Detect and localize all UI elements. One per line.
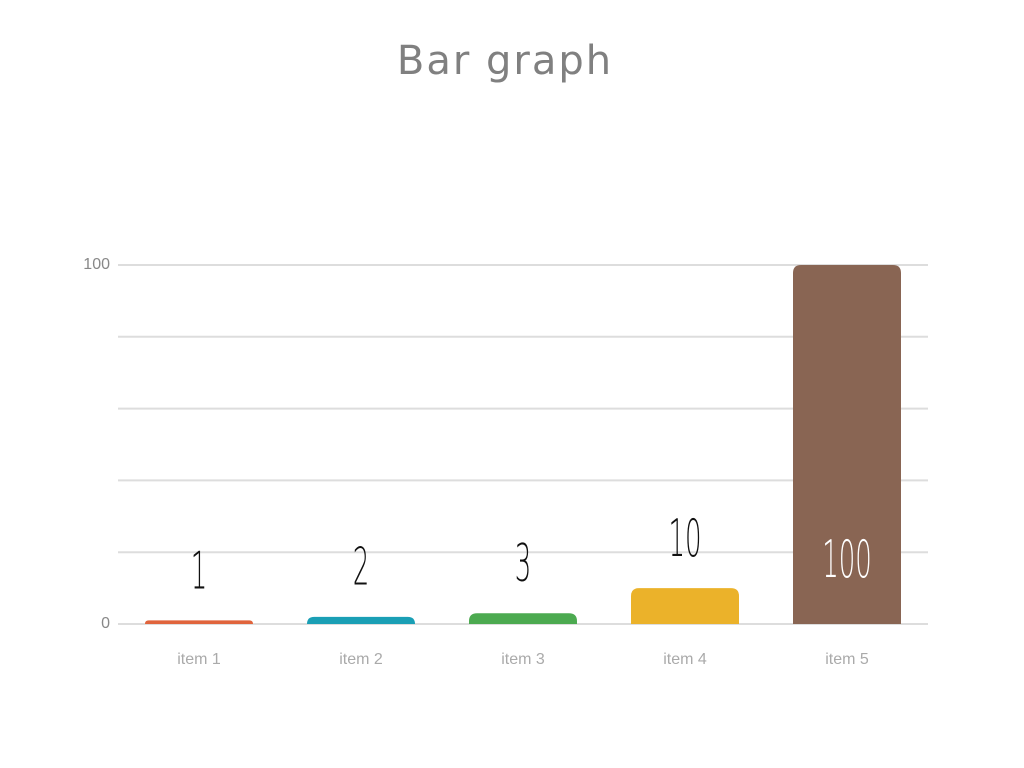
y-tick-label: 0 bbox=[101, 615, 110, 632]
x-tick-label: item 1 bbox=[177, 651, 221, 668]
chart-title: Bar graph bbox=[397, 38, 613, 84]
value-label: 1 bbox=[191, 540, 208, 601]
bar bbox=[145, 620, 253, 624]
x-tick-label: item 2 bbox=[339, 651, 383, 668]
value-label: 100 bbox=[822, 529, 872, 590]
bar bbox=[631, 588, 739, 624]
value-label: 2 bbox=[353, 537, 370, 598]
value-label: 3 bbox=[515, 533, 532, 594]
y-tick-label: 100 bbox=[83, 256, 110, 273]
x-tick-label: item 3 bbox=[501, 651, 545, 668]
bar bbox=[307, 616, 415, 624]
value-label: 10 bbox=[668, 508, 701, 569]
bar bbox=[793, 265, 901, 624]
x-tick-label: item 5 bbox=[825, 651, 869, 668]
bar bbox=[469, 613, 577, 624]
x-tick-label: item 4 bbox=[663, 651, 707, 668]
